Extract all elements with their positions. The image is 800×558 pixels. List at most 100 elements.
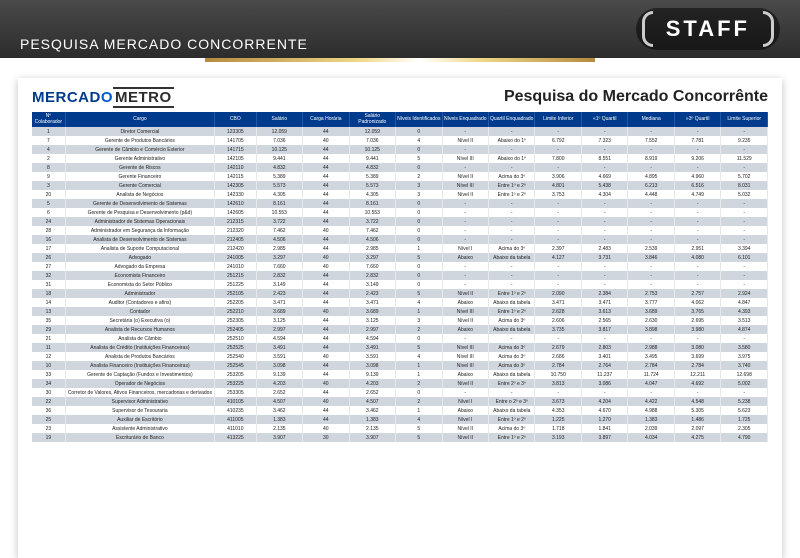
- cell: 4.507: [349, 397, 395, 406]
- cell: 40: [303, 226, 349, 235]
- cell: Analista de Produtos Bancários: [65, 352, 214, 361]
- cell: 0: [396, 217, 442, 226]
- cell: -: [581, 208, 627, 217]
- cell: 413225: [215, 433, 256, 442]
- cell: 1.383: [349, 415, 395, 424]
- cell: 3.297: [349, 253, 395, 262]
- cell: 212420: [215, 244, 256, 253]
- table-row: 9Gerente Financeiro1421155.389445.3892Ní…: [32, 172, 768, 181]
- cell: 34: [32, 379, 65, 388]
- cell: 8.919: [628, 154, 674, 163]
- cell: 9.235: [721, 136, 768, 145]
- cell: 3.735: [535, 325, 581, 334]
- cell: 8.551: [581, 154, 627, 163]
- table-row: 21Analista de Câmbio2525104.594444.5940-…: [32, 334, 768, 343]
- table-row: 10Analista Financeiro (Instituições Fina…: [32, 361, 768, 370]
- cell: 3.980: [674, 325, 720, 334]
- cell: 3.591: [256, 352, 302, 361]
- cell: 5: [32, 199, 65, 208]
- cell: 8.161: [349, 199, 395, 208]
- cell: 40: [303, 379, 349, 388]
- cell: 6: [32, 208, 65, 217]
- cell: 0: [396, 388, 442, 397]
- cell: -: [581, 280, 627, 289]
- cell: 3.098: [349, 361, 395, 370]
- cell: 141705: [215, 136, 256, 145]
- table-row: 16Analista de Desenvolvimento de Sistema…: [32, 235, 768, 244]
- cell: -: [489, 145, 535, 154]
- cell: 3: [396, 181, 442, 190]
- cell: 3: [396, 316, 442, 325]
- cell: -: [535, 208, 581, 217]
- cell: Entre 1º e 2º: [489, 307, 535, 316]
- cell: 2.753: [628, 289, 674, 298]
- cell: 4.960: [674, 172, 720, 181]
- cell: 2.832: [256, 271, 302, 280]
- cell: 7.462: [256, 226, 302, 235]
- cell: -: [442, 280, 488, 289]
- cell: 253225: [215, 379, 256, 388]
- table-row: 14Auditor (Contadores e afins)2522053.47…: [32, 298, 768, 307]
- cell: -: [581, 145, 627, 154]
- cell: 6.213: [628, 181, 674, 190]
- cell: 3.491: [256, 343, 302, 352]
- cell: -: [721, 127, 768, 136]
- cell: 3.906: [535, 172, 581, 181]
- cell: Acima do 3º: [489, 244, 535, 253]
- logo-part1: MERCAD: [32, 89, 101, 106]
- cell: 2.951: [674, 244, 720, 253]
- col-header: Mediana: [628, 112, 674, 127]
- cell: Supervisor de Tesouraria: [65, 406, 214, 415]
- cell: 3.689: [349, 307, 395, 316]
- cell: Acima do 3º: [489, 172, 535, 181]
- cell: -: [628, 235, 674, 244]
- table-row: 31Economista do Setor Público2512253.149…: [32, 280, 768, 289]
- cell: 142110: [215, 163, 256, 172]
- cell: 3.765: [674, 307, 720, 316]
- cell: 5: [396, 433, 442, 442]
- cell: Analista de Negócios: [65, 190, 214, 199]
- cell: Abaixo do 1º: [489, 154, 535, 163]
- cell: Nível II: [442, 136, 488, 145]
- cell: 20: [32, 190, 65, 199]
- cell: 4.669: [581, 172, 627, 181]
- cell: 2.135: [349, 424, 395, 433]
- cell: 1: [396, 307, 442, 316]
- col-header: Carga Horária: [303, 112, 349, 127]
- cell: 3.149: [349, 280, 395, 289]
- cell: 12.059: [256, 127, 302, 136]
- col-header: Salário Padronizado: [349, 112, 395, 127]
- cell: 4.127: [535, 253, 581, 262]
- cell: Entre o 2º e 3º: [489, 397, 535, 406]
- cell: -: [442, 199, 488, 208]
- cell: 44: [303, 388, 349, 397]
- cell: 44: [303, 244, 349, 253]
- cell: 5.573: [256, 181, 302, 190]
- cell: 10.750: [535, 370, 581, 379]
- table-row: 18Administrador2521052.423442.4235Nível …: [32, 289, 768, 298]
- cell: 411005: [215, 415, 256, 424]
- cell: 4.548: [674, 397, 720, 406]
- cell: 252305: [215, 316, 256, 325]
- cell: 241005: [215, 253, 256, 262]
- cell: 40: [303, 136, 349, 145]
- cell: 3.471: [256, 298, 302, 307]
- cell: 0: [396, 280, 442, 289]
- cell: -: [489, 280, 535, 289]
- cell: 252210: [215, 307, 256, 316]
- cell: 11.724: [628, 370, 674, 379]
- cell: 4.594: [349, 334, 395, 343]
- cell: 411010: [215, 424, 256, 433]
- cell: -: [581, 199, 627, 208]
- cell: -: [535, 334, 581, 343]
- cell: 7.660: [256, 262, 302, 271]
- cell: -: [721, 280, 768, 289]
- gold-strip: [205, 58, 595, 62]
- cell: 251215: [215, 271, 256, 280]
- cell: 2.397: [535, 244, 581, 253]
- cell: -: [442, 271, 488, 280]
- col-header: Limite Inferior: [535, 112, 581, 127]
- cell: 4: [396, 298, 442, 307]
- cell: 4.203: [256, 379, 302, 388]
- cell: 44: [303, 271, 349, 280]
